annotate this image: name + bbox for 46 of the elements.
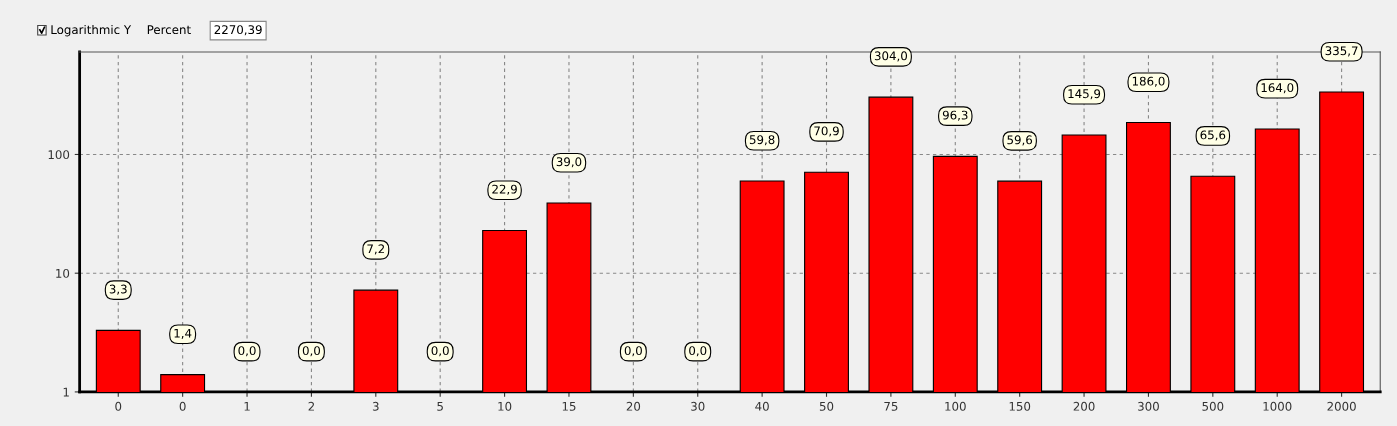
data-label: 39,0 bbox=[556, 157, 582, 168]
text: Percent bbox=[147, 25, 191, 35]
data-label: 304,0 bbox=[874, 51, 908, 62]
data-label: 186,0 bbox=[1132, 76, 1165, 87]
x-tick-label: 3 bbox=[372, 401, 379, 411]
x-tick-label: 0 bbox=[179, 401, 186, 411]
data-label: 59,6 bbox=[1007, 135, 1033, 146]
y-tick-label: 1 bbox=[63, 387, 69, 397]
data-label: 164,0 bbox=[1261, 83, 1294, 94]
x-tick-label: 5 bbox=[437, 402, 443, 411]
data-label: 145,9 bbox=[1068, 89, 1101, 100]
x-tick-label: 2000 bbox=[1327, 401, 1356, 411]
x-tick-label: 0 bbox=[115, 401, 122, 411]
x-tick-label: 50 bbox=[819, 401, 834, 411]
text: 2270,39 bbox=[214, 25, 262, 36]
y-tick-label: 10 bbox=[56, 268, 70, 278]
data-label: 7,2 bbox=[367, 244, 385, 255]
data-label: 3,3 bbox=[109, 284, 127, 295]
x-tick-label: 150 bbox=[1009, 401, 1031, 411]
data-label: 65,6 bbox=[1200, 130, 1226, 141]
x-tick-label: 10 bbox=[498, 401, 512, 411]
text: 0,0 bbox=[238, 346, 256, 357]
data-label: 335,7 bbox=[1325, 46, 1358, 57]
data-label: 1,4 bbox=[174, 328, 192, 339]
text: 0,0 bbox=[431, 346, 449, 357]
x-tick-label: 1000 bbox=[1263, 401, 1292, 411]
data-label: 22,9 bbox=[492, 184, 517, 195]
data-label: 59,8 bbox=[749, 135, 775, 146]
data-label: 96,3 bbox=[942, 110, 968, 121]
y-tick-label: 100 bbox=[48, 150, 70, 160]
text: Logarithmic Y bbox=[51, 24, 132, 37]
x-tick-label: 15 bbox=[562, 402, 576, 411]
text: 0,0 bbox=[689, 346, 707, 357]
x-tick-label: 300 bbox=[1138, 401, 1159, 411]
x-tick-label: 200 bbox=[1073, 401, 1095, 411]
x-tick-label: 500 bbox=[1202, 401, 1224, 411]
x-tick-label: 30 bbox=[691, 401, 705, 411]
x-tick-label: 20 bbox=[626, 401, 641, 411]
x-tick-label: 40 bbox=[755, 401, 769, 411]
text: 0,0 bbox=[624, 346, 642, 357]
x-tick-label: 75 bbox=[884, 402, 898, 411]
data-label: 70,9 bbox=[814, 126, 839, 137]
x-tick-label: 1 bbox=[244, 402, 250, 411]
x-tick-label: 2 bbox=[308, 401, 314, 411]
text: 0,0 bbox=[302, 346, 321, 357]
x-tick-label: 100 bbox=[945, 401, 966, 411]
